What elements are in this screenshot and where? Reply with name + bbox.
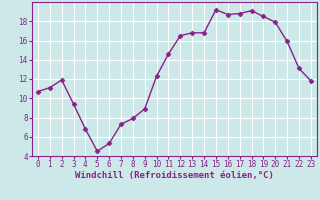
X-axis label: Windchill (Refroidissement éolien,°C): Windchill (Refroidissement éolien,°C): [75, 171, 274, 180]
